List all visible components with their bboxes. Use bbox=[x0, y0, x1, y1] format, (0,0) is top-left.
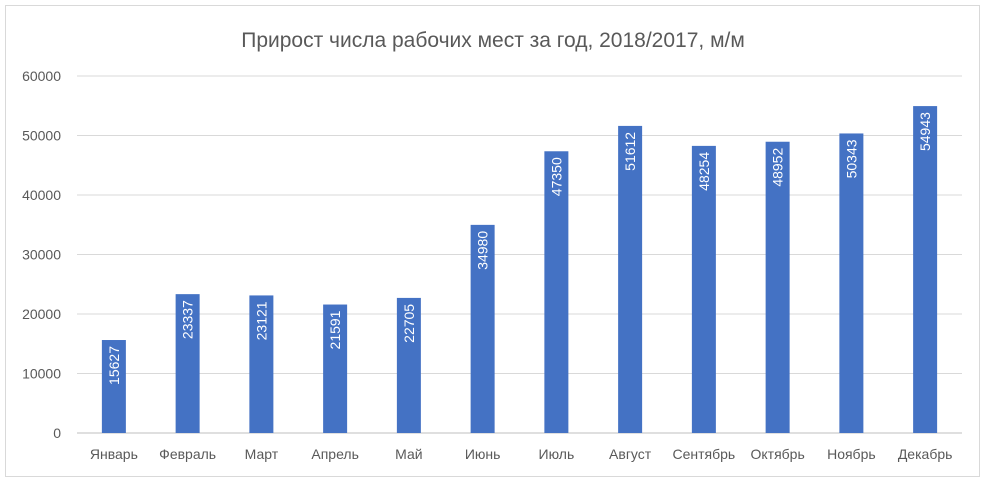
x-tick-label: Апрель bbox=[311, 446, 359, 462]
bar-value-label: 51612 bbox=[622, 132, 638, 171]
bar-value-label: 21591 bbox=[327, 310, 343, 349]
x-tick-label: Август bbox=[609, 446, 652, 462]
data-label-layer: 15627 23337 23121 21591 22705 34980 47350 51612… bbox=[106, 112, 933, 385]
bar bbox=[175, 294, 200, 433]
x-tick-label: Сентябрь bbox=[673, 446, 736, 462]
x-tick-label: Март bbox=[245, 446, 279, 462]
y-tick-label: 10000 bbox=[22, 366, 61, 382]
y-tick-label: 40000 bbox=[22, 187, 61, 203]
x-tick-label: Февраль bbox=[159, 446, 216, 462]
bar bbox=[913, 106, 938, 434]
chart-title: Прирост числа рабочих мест за год, 2018/… bbox=[241, 29, 745, 52]
bar-value-label: 47350 bbox=[548, 157, 564, 196]
x-tick-label: Июль bbox=[539, 446, 575, 462]
y-tick-label: 30000 bbox=[22, 247, 61, 263]
x-tick-label: Май bbox=[395, 446, 422, 462]
y-axis-ticks: 0 10000 20000 30000 40000 50000 60000 bbox=[22, 68, 61, 441]
bar bbox=[249, 295, 274, 433]
bar bbox=[618, 125, 643, 433]
bar-value-label: 22705 bbox=[401, 304, 417, 343]
bar-value-label: 23121 bbox=[253, 301, 269, 340]
x-tick-label: Июнь bbox=[465, 446, 501, 462]
y-tick-label: 60000 bbox=[22, 68, 61, 84]
x-tick-label: Декабрь bbox=[898, 446, 953, 462]
bar-value-label: 23337 bbox=[180, 300, 196, 339]
x-tick-label: Ноябрь bbox=[827, 446, 876, 462]
bar bbox=[101, 340, 126, 433]
y-tick-label: 20000 bbox=[22, 306, 61, 322]
bar bbox=[691, 145, 716, 433]
bar-value-label: 48254 bbox=[696, 152, 712, 191]
x-tick-label: Январь bbox=[90, 446, 138, 462]
x-tick-label: Октябрь bbox=[750, 446, 804, 462]
bar bbox=[323, 304, 348, 433]
bar-value-label: 48952 bbox=[770, 148, 786, 187]
bar bbox=[470, 224, 495, 433]
bar-value-label: 50343 bbox=[843, 139, 859, 178]
bar bbox=[396, 297, 421, 433]
bar bbox=[544, 151, 569, 433]
y-tick-label: 0 bbox=[53, 425, 61, 441]
grid-layer bbox=[77, 75, 962, 434]
bar-value-label: 54943 bbox=[917, 112, 933, 151]
bar-value-label: 15627 bbox=[106, 346, 122, 385]
bar bbox=[765, 141, 790, 433]
x-axis-ticks: Январь Февраль Март Апрель Май Июнь Июль Август… bbox=[90, 446, 953, 462]
bar-layer bbox=[101, 106, 938, 434]
bar-value-label: 34980 bbox=[475, 231, 491, 270]
bar bbox=[839, 133, 864, 433]
y-tick-label: 50000 bbox=[22, 128, 61, 144]
